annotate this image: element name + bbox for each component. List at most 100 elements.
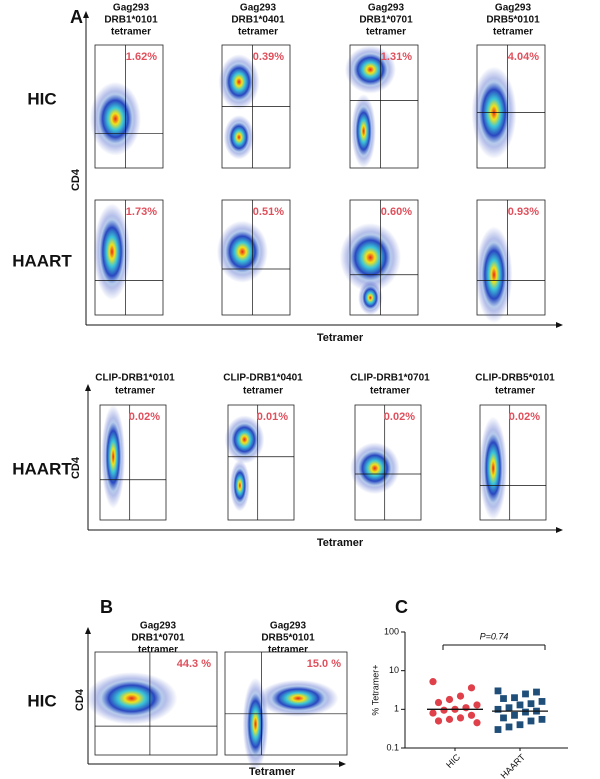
data-point xyxy=(445,715,454,723)
percent-label: 0.02% xyxy=(509,411,540,423)
row-label: HAART xyxy=(12,459,72,478)
data-point xyxy=(494,687,502,695)
density-blob xyxy=(99,219,125,284)
y-tick-label: 0.1 xyxy=(386,742,399,752)
density-blob xyxy=(355,106,372,156)
data-point xyxy=(494,726,502,733)
data-point xyxy=(434,698,443,707)
y-axis-label: CD4 xyxy=(74,688,86,711)
column-header: DRB1*0401 xyxy=(231,15,285,26)
x-axis-label: Tetramer xyxy=(317,537,364,549)
data-point xyxy=(522,690,529,698)
density-blob xyxy=(105,422,122,492)
percent-label: 0.60% xyxy=(381,206,412,218)
column-header: DRB1*0101 xyxy=(104,15,158,26)
density-blob xyxy=(358,451,392,486)
density-blob xyxy=(225,231,260,273)
panel-label: C xyxy=(395,597,408,617)
column-header: CLIP-DRB1*0401 xyxy=(223,373,303,384)
percent-label: 44.3 % xyxy=(177,658,211,670)
percent-label: 0.02% xyxy=(129,411,160,423)
column-header: DRB1*0701 xyxy=(131,633,185,644)
percent-label: 15.0 % xyxy=(307,658,341,670)
data-point xyxy=(500,714,507,722)
data-point xyxy=(456,692,465,700)
column-header: tetramer xyxy=(493,27,533,38)
column-header: Gag293 xyxy=(495,3,532,14)
column-header: CLIP-DRB1*0701 xyxy=(350,373,430,384)
panel-label: A xyxy=(70,7,83,27)
column-header: Gag293 xyxy=(270,621,307,632)
column-header: tetramer xyxy=(238,27,278,38)
percent-label: 1.73% xyxy=(126,206,157,218)
x-axis-label: Tetramer xyxy=(249,766,296,778)
density-blob xyxy=(350,234,391,281)
column-header: DRB5*0101 xyxy=(261,633,315,644)
column-header: DRB5*0101 xyxy=(486,15,540,26)
percent-label: 0.93% xyxy=(508,206,539,218)
data-point xyxy=(505,704,513,712)
data-point xyxy=(500,695,507,702)
data-point xyxy=(445,695,454,704)
column-header: tetramer xyxy=(366,27,406,38)
x-axis-label: Tetramer xyxy=(317,332,364,344)
data-point xyxy=(538,715,546,723)
percent-label: 1.31% xyxy=(381,51,412,63)
percent-label: 0.01% xyxy=(257,411,288,423)
row-label: HIC xyxy=(27,89,56,108)
density-blob xyxy=(353,53,388,86)
density-blob xyxy=(101,680,163,716)
row-label: HIC xyxy=(27,691,56,710)
y-tick-label: 1 xyxy=(394,704,399,714)
data-point xyxy=(516,701,524,709)
data-point xyxy=(527,700,535,708)
data-point xyxy=(533,688,540,696)
data-point xyxy=(429,678,437,686)
density-blob xyxy=(225,63,253,101)
column-header: tetramer xyxy=(243,386,283,397)
data-point xyxy=(527,717,535,725)
density-blob xyxy=(483,433,503,503)
data-point xyxy=(434,717,443,725)
column-header: CLIP-DRB1*0101 xyxy=(95,373,175,384)
data-point xyxy=(440,706,448,714)
y-axis-label: CD4 xyxy=(70,456,82,479)
data-point xyxy=(462,704,470,712)
p-value: P=0.74 xyxy=(480,631,509,641)
column-header: Gag293 xyxy=(140,621,177,632)
column-header: CLIP-DRB5*0101 xyxy=(475,373,555,384)
density-blob xyxy=(231,423,258,456)
density-blob xyxy=(228,122,250,153)
data-point xyxy=(473,701,481,709)
panel-label: B xyxy=(100,597,113,617)
percent-label: 0.51% xyxy=(253,206,284,218)
column-header: tetramer xyxy=(370,386,410,397)
column-header: tetramer xyxy=(268,645,308,656)
data-point xyxy=(429,709,437,717)
density-blob xyxy=(98,94,133,144)
density-blob xyxy=(271,685,326,711)
column-header: tetramer xyxy=(115,386,155,397)
column-header: Gag293 xyxy=(240,3,277,14)
column-header: tetramer xyxy=(495,386,535,397)
percent-label: 0.02% xyxy=(384,411,415,423)
data-point xyxy=(511,711,518,719)
data-point xyxy=(467,711,476,719)
column-header: DRB1*0701 xyxy=(359,15,413,26)
x-tick-label: HIC xyxy=(444,752,462,770)
percent-label: 1.62% xyxy=(126,51,157,63)
column-header: tetramer xyxy=(111,27,151,38)
data-point xyxy=(516,721,524,729)
percent-label: 4.04% xyxy=(508,51,539,63)
row-label: HAART xyxy=(12,251,72,270)
y-tick-label: 10 xyxy=(389,665,399,675)
x-tick-label: HAART xyxy=(499,752,528,779)
data-point xyxy=(538,698,546,705)
data-point xyxy=(522,708,529,716)
column-header: tetramer xyxy=(138,645,178,656)
density-blob xyxy=(481,242,507,307)
data-point xyxy=(494,705,502,713)
